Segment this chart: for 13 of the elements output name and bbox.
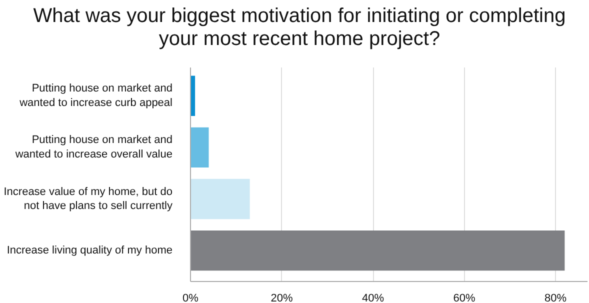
- bar: [190, 178, 250, 220]
- x-tick-label: 20%: [270, 292, 293, 303]
- x-tick-label: 0%: [182, 292, 199, 303]
- x-tick-label: 80%: [544, 292, 567, 303]
- bar: [190, 127, 209, 168]
- x-tick-label: 40%: [362, 292, 384, 303]
- bar: [190, 230, 565, 271]
- y-tick-label: Putting house on market and wanted to increase curb appeal: [18, 82, 173, 110]
- chart-title: What was your biggest motivation for initiating or completing your most recent home project?: [33, 5, 566, 51]
- y-tick-label: Increase living quality of my home: [6, 244, 172, 257]
- y-tick-label: Increase value of my home, but do not have plans to sell currently: [4, 186, 173, 212]
- y-tick-label: Putting house on market and wanted to increase overall value: [14, 134, 173, 161]
- x-tick-label: 60%: [453, 292, 476, 303]
